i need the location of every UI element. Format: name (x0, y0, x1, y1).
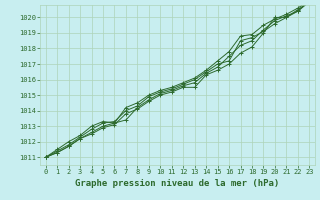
X-axis label: Graphe pression niveau de la mer (hPa): Graphe pression niveau de la mer (hPa) (76, 179, 280, 188)
